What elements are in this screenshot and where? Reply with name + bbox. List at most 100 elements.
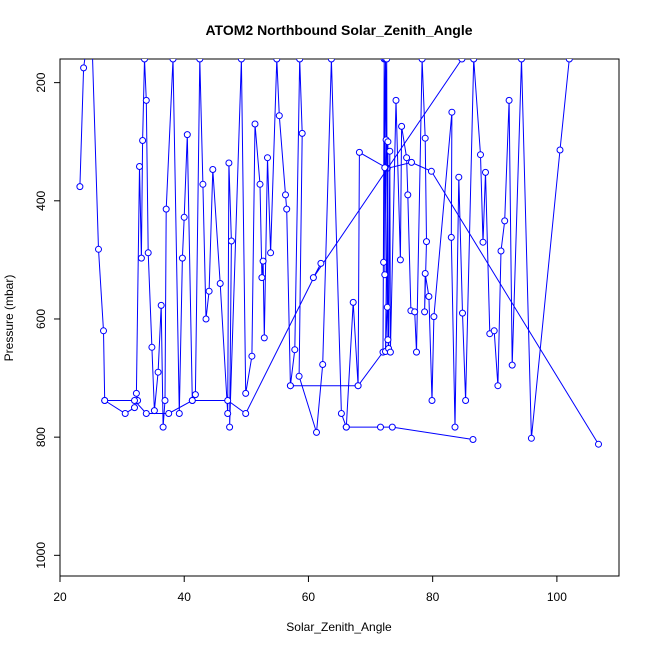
x-tick-label: 60 <box>302 590 316 604</box>
data-point <box>459 309 466 317</box>
data-point <box>386 348 394 356</box>
data-point <box>595 440 602 448</box>
data-point <box>428 397 436 404</box>
data-point <box>165 410 173 417</box>
data-point <box>225 159 233 167</box>
data-point <box>494 382 502 390</box>
data-point <box>386 147 394 155</box>
data-point <box>286 382 294 390</box>
data-point <box>427 167 435 175</box>
data-point <box>313 428 320 436</box>
data-point <box>275 112 283 120</box>
data-point <box>256 180 264 188</box>
data-point <box>237 59 245 63</box>
data-point <box>142 410 150 417</box>
data-point <box>388 423 396 431</box>
plot-frame <box>59 58 620 577</box>
data-point <box>462 397 470 404</box>
data-point <box>469 436 477 443</box>
data-point <box>131 397 138 404</box>
data-point <box>162 205 170 213</box>
y-tick-label: 400 <box>34 190 48 210</box>
data-point <box>355 148 363 156</box>
data-point <box>527 434 535 442</box>
data-point <box>150 407 158 415</box>
data-point <box>497 247 505 255</box>
data-point <box>264 154 271 162</box>
data-point <box>154 368 162 376</box>
data-point <box>423 238 430 246</box>
data-point <box>309 274 317 282</box>
data-point <box>137 254 145 262</box>
data-point <box>209 166 217 173</box>
data-point <box>477 151 484 159</box>
data-point <box>76 183 84 191</box>
data-point <box>139 137 147 144</box>
data-point <box>408 158 415 166</box>
data-point <box>224 410 232 417</box>
data-point <box>354 382 362 390</box>
data-point <box>296 59 304 63</box>
data-point <box>327 59 335 63</box>
data-point <box>242 410 250 417</box>
data-point <box>451 423 459 431</box>
data-point <box>565 59 573 63</box>
data-point <box>421 308 429 316</box>
data-point <box>283 205 291 213</box>
data-point <box>273 59 281 63</box>
data-point <box>413 348 420 356</box>
data-point <box>180 213 188 221</box>
data-point <box>80 64 88 72</box>
data-point <box>384 336 392 344</box>
data-point <box>505 96 513 104</box>
data-point <box>169 59 177 63</box>
x-axis: 20 40 60 80 100 <box>53 576 567 604</box>
data-point <box>159 423 167 431</box>
data-point <box>380 258 388 266</box>
data-point <box>377 423 384 431</box>
data-point <box>403 154 411 162</box>
data-point <box>121 410 129 417</box>
data-point <box>224 397 232 404</box>
data-point <box>317 259 325 267</box>
data-point <box>421 270 429 277</box>
y-tick-label: 1000 <box>34 542 48 569</box>
x-axis-label: Solar_Zenith_Angle <box>286 620 392 634</box>
data-point <box>131 404 138 412</box>
data-point <box>458 59 466 63</box>
y-tick-label: 800 <box>34 427 48 447</box>
data-point <box>202 315 210 323</box>
data-point <box>518 59 525 63</box>
y-axis-label: Pressure (mbar) <box>2 275 16 362</box>
data-point <box>161 397 169 404</box>
data-point <box>101 397 109 404</box>
data-point <box>501 217 509 225</box>
data-point <box>298 129 306 137</box>
x-tick-label: 40 <box>178 590 192 604</box>
data-point <box>205 287 213 295</box>
data-point <box>383 59 391 63</box>
data-point <box>455 173 463 181</box>
data-point <box>100 327 107 335</box>
data-point <box>226 423 234 431</box>
data-point <box>251 120 259 128</box>
data-point <box>381 271 389 279</box>
data-point <box>175 410 183 417</box>
data-point <box>183 131 191 139</box>
data-point <box>418 59 426 63</box>
data-point <box>479 238 487 246</box>
series-line <box>104 59 463 415</box>
y-axis: 200 400 600 800 1000 <box>34 72 60 569</box>
y-tick-label: 200 <box>34 72 48 92</box>
data-point <box>196 59 204 63</box>
data-point <box>188 397 196 404</box>
data-point <box>260 334 268 342</box>
data-point <box>148 343 156 351</box>
data-point <box>490 327 498 335</box>
x-tick-label: 20 <box>53 590 67 604</box>
data-point <box>430 313 438 321</box>
data-point <box>267 249 275 257</box>
series-layer <box>76 59 602 448</box>
data-point <box>295 372 303 380</box>
data-point <box>425 293 433 300</box>
